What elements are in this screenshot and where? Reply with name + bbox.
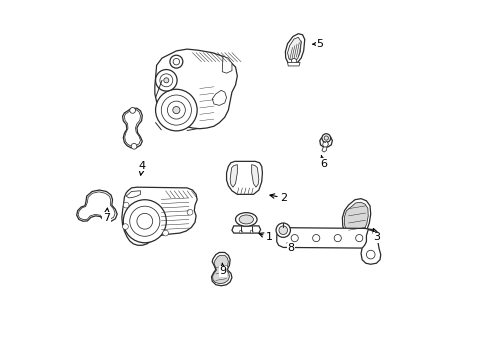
Polygon shape bbox=[212, 90, 226, 105]
Circle shape bbox=[129, 206, 160, 236]
Text: 7: 7 bbox=[102, 208, 110, 222]
Circle shape bbox=[321, 134, 330, 142]
Polygon shape bbox=[342, 199, 370, 238]
Polygon shape bbox=[78, 192, 115, 220]
Circle shape bbox=[278, 226, 287, 234]
Text: 2: 2 bbox=[269, 193, 287, 203]
Circle shape bbox=[155, 89, 197, 131]
Text: 9: 9 bbox=[219, 263, 226, 276]
Circle shape bbox=[324, 136, 328, 140]
Polygon shape bbox=[230, 165, 237, 187]
Polygon shape bbox=[222, 56, 231, 73]
Polygon shape bbox=[285, 34, 304, 64]
Circle shape bbox=[155, 69, 177, 91]
Polygon shape bbox=[231, 226, 260, 233]
Circle shape bbox=[290, 234, 298, 242]
Polygon shape bbox=[122, 108, 142, 148]
Circle shape bbox=[123, 200, 166, 243]
Circle shape bbox=[239, 230, 242, 233]
Polygon shape bbox=[211, 252, 231, 286]
Polygon shape bbox=[287, 37, 301, 61]
Circle shape bbox=[355, 234, 362, 242]
Polygon shape bbox=[77, 190, 117, 221]
Circle shape bbox=[312, 234, 319, 242]
Circle shape bbox=[137, 213, 152, 229]
Polygon shape bbox=[155, 49, 237, 129]
Text: 4: 4 bbox=[139, 161, 145, 175]
Polygon shape bbox=[360, 229, 380, 264]
Text: 5: 5 bbox=[312, 39, 323, 49]
Polygon shape bbox=[126, 191, 140, 198]
Circle shape bbox=[366, 250, 374, 259]
Circle shape bbox=[291, 58, 296, 63]
Polygon shape bbox=[122, 187, 197, 245]
Circle shape bbox=[131, 143, 137, 149]
Circle shape bbox=[172, 107, 180, 114]
Circle shape bbox=[173, 58, 179, 65]
Polygon shape bbox=[212, 255, 229, 284]
Ellipse shape bbox=[235, 213, 257, 226]
Polygon shape bbox=[322, 141, 328, 147]
Text: 1: 1 bbox=[259, 232, 272, 242]
Circle shape bbox=[169, 55, 183, 68]
Text: 6: 6 bbox=[319, 156, 326, 169]
Circle shape bbox=[129, 108, 135, 113]
Polygon shape bbox=[319, 136, 332, 147]
Polygon shape bbox=[344, 202, 367, 235]
Circle shape bbox=[123, 202, 129, 208]
Circle shape bbox=[333, 234, 341, 242]
Circle shape bbox=[161, 95, 191, 125]
Ellipse shape bbox=[239, 215, 253, 224]
Circle shape bbox=[163, 230, 168, 236]
Polygon shape bbox=[276, 228, 376, 248]
Polygon shape bbox=[124, 110, 140, 146]
Circle shape bbox=[122, 224, 128, 229]
Circle shape bbox=[250, 230, 253, 233]
Polygon shape bbox=[251, 165, 258, 187]
Polygon shape bbox=[321, 147, 326, 152]
Circle shape bbox=[163, 78, 168, 83]
Polygon shape bbox=[226, 161, 262, 194]
Text: 3: 3 bbox=[372, 229, 380, 242]
Polygon shape bbox=[287, 62, 300, 66]
Circle shape bbox=[187, 210, 192, 215]
Circle shape bbox=[167, 101, 185, 119]
Text: 8: 8 bbox=[286, 243, 294, 253]
Circle shape bbox=[276, 223, 290, 237]
Circle shape bbox=[160, 74, 172, 87]
